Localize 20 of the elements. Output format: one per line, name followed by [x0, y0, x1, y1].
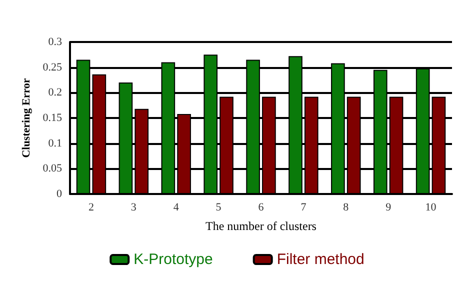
- y-tick-label: 0.15: [42, 112, 62, 124]
- y-tick-label: 0.05: [42, 162, 62, 175]
- y-tick-label: 0: [56, 188, 62, 200]
- x-tick-label: 8: [343, 202, 350, 214]
- x-tick-label: 2: [88, 202, 94, 214]
- legend-label: Filter method: [276, 251, 364, 268]
- x-tick-label: 6: [258, 202, 264, 214]
- y-axis-title: Clustering Error: [20, 78, 32, 158]
- y-tick-label: 0.3: [48, 36, 62, 48]
- legend-label: K-Prototype: [134, 251, 213, 268]
- x-tick-label: 10: [425, 202, 437, 214]
- x-tick-label: 7: [300, 202, 307, 214]
- x-tick-label: 3: [130, 202, 137, 214]
- x-axis-title: The number of clusters: [206, 219, 317, 233]
- y-tick-label: 0.1: [48, 137, 62, 150]
- x-tick-label: 9: [386, 202, 392, 214]
- y-tick-label: 0.25: [42, 61, 62, 74]
- x-tick-label: 4: [173, 202, 180, 214]
- x-tick-label: 5: [216, 202, 222, 214]
- y-tick-label: 0.2: [48, 86, 62, 99]
